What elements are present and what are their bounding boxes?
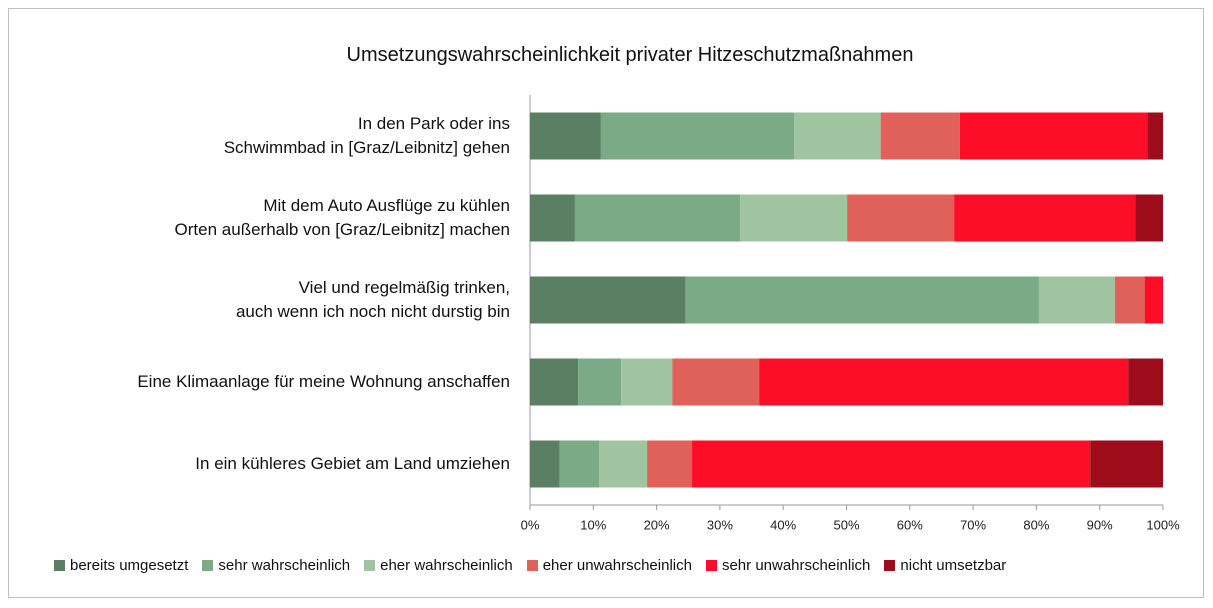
bar-segment [959, 112, 1148, 160]
x-tick-label: 30% [707, 517, 733, 532]
x-tick-label: 50% [833, 517, 859, 532]
bar-segment [647, 440, 693, 488]
bar-segment [1147, 112, 1163, 160]
bar-segment [530, 276, 686, 324]
legend-swatch [54, 560, 65, 571]
category-label: Viel und regelmäßig trinken, auch wenn i… [235, 278, 510, 321]
legend-label: sehr unwahrscheinlich [721, 557, 871, 574]
legend-item: bereits umgesetzt [54, 557, 188, 574]
legend-swatch [705, 560, 717, 571]
legend-swatch [202, 560, 214, 571]
bar-segment [1144, 276, 1163, 324]
bar-segment [692, 440, 1091, 488]
legend-label: sehr wahrscheinlich [218, 557, 351, 574]
bar-segment [685, 276, 1039, 324]
category-label: In den Park oder ins Schwimmbad in [Graz… [223, 114, 510, 157]
legend: bereits umgesetzt sehr wahrscheinlich eher… [54, 557, 1006, 574]
chart-frame [8, 8, 1204, 598]
legend-label: eher unwahrscheinlich [542, 557, 692, 574]
bar-segment [530, 440, 560, 488]
bar-segment [847, 194, 955, 242]
legend-item: nicht umsetzbar [884, 557, 1006, 574]
category-label: Eine Klimaanlage für meine Wohnung ansch… [137, 372, 510, 391]
bar-segment [530, 358, 579, 406]
bar-segment [574, 194, 741, 242]
legend-swatch [364, 560, 376, 571]
legend-swatch [884, 560, 896, 571]
chart-title: Umsetzungswahrscheinlichkeit privater Hi… [346, 44, 914, 66]
bar-segment [1128, 358, 1163, 406]
legend-label: bereits umgesetzt [70, 557, 189, 574]
legend-item: sehr wahrscheinlich [202, 557, 350, 574]
bar-segment [578, 358, 622, 406]
bar-segment [954, 194, 1136, 242]
bar-segment [672, 358, 760, 406]
x-tick-label: 20% [644, 517, 670, 532]
x-tick-label: 70% [960, 517, 986, 532]
bar-segment [759, 358, 1129, 406]
legend-label: nicht umsetzbar [900, 557, 1007, 574]
bar-segment [621, 358, 673, 406]
legend-item: eher wahrscheinlich [364, 557, 513, 574]
bar-segment [600, 112, 794, 160]
bar-segment [530, 194, 575, 242]
x-tick-label: 60% [897, 517, 923, 532]
bar-segment [1135, 194, 1163, 242]
bar-segment [1090, 440, 1163, 488]
x-tick-label: 0% [521, 517, 540, 532]
x-tick-label: 40% [770, 517, 796, 532]
legend-label: eher wahrscheinlich [380, 557, 513, 574]
category-label: Mit dem Auto Ausflüge zu kühlen Orten au… [174, 196, 510, 239]
legend-swatch [526, 560, 538, 571]
x-tick-label: 80% [1023, 517, 1049, 532]
x-tick-label: 100% [1146, 517, 1180, 532]
bar-segment [559, 440, 599, 488]
x-tick-label: 90% [1087, 517, 1113, 532]
bar-segment [598, 440, 648, 488]
category-label: In ein kühleres Gebiet am Land umziehen [195, 454, 510, 473]
legend-item: sehr unwahrscheinlich [705, 557, 871, 574]
bar-segment [1114, 276, 1145, 324]
bar-segment [880, 112, 960, 160]
bar-segment [793, 112, 881, 160]
legend-item: eher unwahrscheinlich [526, 557, 692, 574]
bar-segment [530, 112, 601, 160]
x-tick-label: 10% [580, 517, 606, 532]
bar-segment [740, 194, 848, 242]
bar-segment [1038, 276, 1115, 324]
